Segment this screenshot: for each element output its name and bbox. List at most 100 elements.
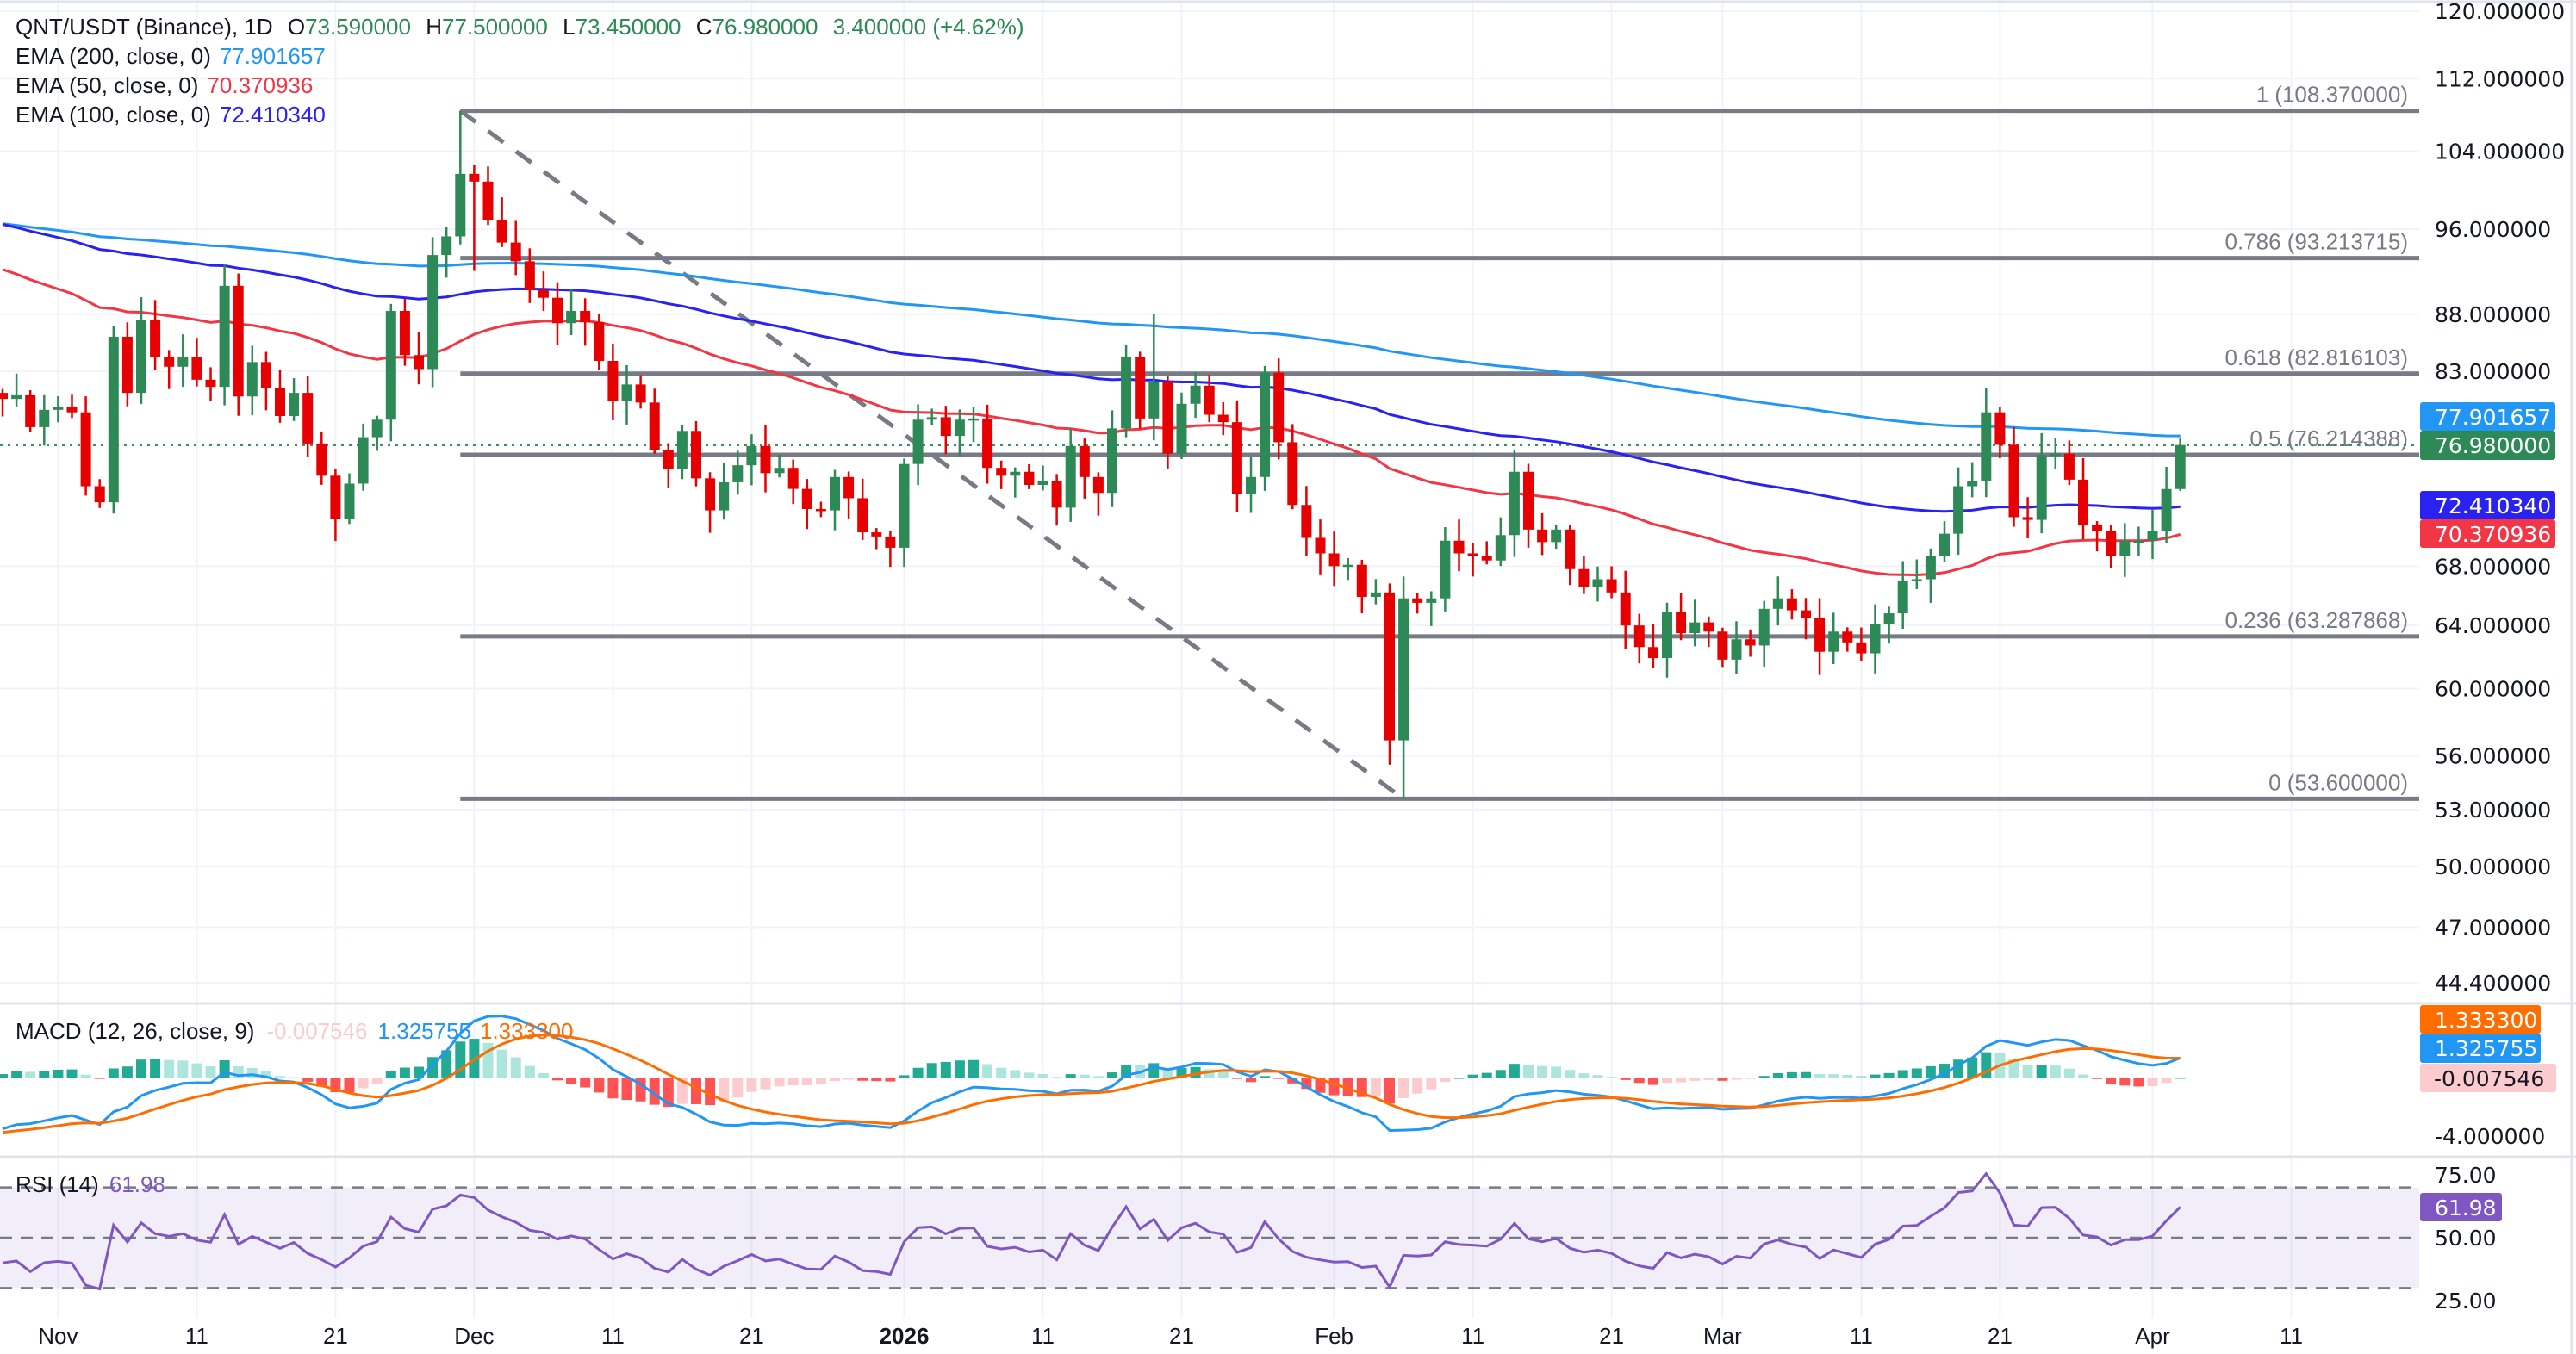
candle-body bbox=[1578, 568, 1590, 587]
macd-histogram-bar bbox=[1065, 1074, 1076, 1078]
candle-body bbox=[2161, 488, 2172, 531]
price-axis[interactable]: 120.000000 112.000000 104.000000 96.000000 8… bbox=[2435, 0, 2565, 996]
macd-histogram-bar bbox=[1260, 1076, 1271, 1078]
candle-body bbox=[53, 407, 64, 410]
macd-histogram-bar bbox=[1440, 1078, 1451, 1083]
macd-histogram-bar bbox=[25, 1071, 36, 1078]
date-axis-label: 11 bbox=[1461, 1323, 1484, 1349]
macd-line-text: 1.325755 bbox=[2435, 1036, 2537, 1061]
candle-body bbox=[1190, 385, 1201, 404]
fibonacci-retracement[interactable]: 1 (108.370000) 0.786 (93.213715) 0.618 (82… bbox=[458, 82, 2419, 801]
candle-body bbox=[80, 412, 91, 487]
candle-body bbox=[121, 336, 133, 394]
change-value: 3.400000 (+4.62%) bbox=[832, 14, 1024, 40]
macd-histogram-bar bbox=[136, 1059, 146, 1078]
macd-histogram-bar bbox=[1633, 1078, 1645, 1084]
signal-line bbox=[2, 1034, 2181, 1134]
candle-body bbox=[441, 236, 452, 256]
macd-histogram-bar bbox=[358, 1078, 369, 1089]
macd-histogram-bar bbox=[2175, 1077, 2186, 1079]
macd-histogram-bar bbox=[53, 1069, 64, 1078]
macd-histogram-bar bbox=[164, 1059, 175, 1078]
date-axis-label: 2026 bbox=[880, 1323, 930, 1349]
candle-body bbox=[1107, 428, 1117, 494]
time-axis[interactable]: Nov 11 21 Dec 11 21 2026 11 21 Feb 11 21 Mar 11 21 Apr 1… bbox=[38, 1323, 2303, 1349]
macd-histogram-bar bbox=[1578, 1073, 1590, 1078]
candle-body bbox=[552, 297, 563, 324]
candle-body bbox=[1509, 471, 1520, 536]
ema50-legend[interactable]: EMA (50, close, 0) 70.370936 bbox=[16, 71, 1024, 100]
macd-histogram-bar bbox=[1842, 1074, 1853, 1078]
candle-body bbox=[746, 445, 757, 466]
ema50-legend-value: 70.370936 bbox=[207, 72, 314, 98]
candle-body bbox=[1231, 422, 1242, 494]
candle-body bbox=[385, 311, 396, 420]
candlesticks bbox=[0, 110, 2186, 799]
rsi-band bbox=[0, 1186, 2419, 1289]
candle-body bbox=[830, 476, 840, 511]
macd-histogram-bar bbox=[2063, 1068, 2075, 1078]
candle-body bbox=[968, 418, 979, 421]
macd-histogram-bar bbox=[705, 1078, 716, 1105]
macd-histogram-bar bbox=[1786, 1071, 1797, 1078]
symbol-ohlc-row[interactable]: QNT/USDT (Binance), 1D O73.590000 H77.50… bbox=[16, 12, 1024, 41]
candle-body bbox=[1370, 592, 1381, 597]
date-axis-label: Mar bbox=[1703, 1323, 1742, 1349]
macd-histogram-bar bbox=[1606, 1077, 1617, 1078]
macd-histogram-bar bbox=[1662, 1078, 1672, 1084]
ema100-label-text: 72.410340 bbox=[2435, 494, 2551, 519]
macd-histogram-bar bbox=[1246, 1078, 1256, 1083]
macd-histogram-bar bbox=[2147, 1078, 2158, 1087]
candle-body bbox=[996, 468, 1007, 476]
macd-histogram-bar bbox=[414, 1066, 424, 1078]
ema100-line bbox=[2, 223, 2181, 513]
candle-body bbox=[1051, 481, 1062, 508]
macd-legend[interactable]: MACD (12, 26, close, 9) -0.007546 1.325755… bbox=[16, 1018, 573, 1045]
ema100-legend[interactable]: EMA (100, close, 0) 72.410340 bbox=[16, 100, 1024, 129]
candle-body bbox=[774, 468, 785, 474]
macd-histogram-bar bbox=[1551, 1066, 1562, 1078]
macd-histogram-bar bbox=[275, 1076, 285, 1078]
candle-body bbox=[1620, 592, 1631, 626]
candle-body bbox=[1328, 553, 1340, 567]
rsi-legend[interactable]: RSI (14) 61.98 bbox=[16, 1171, 165, 1198]
macd-histogram-bar bbox=[1620, 1078, 1631, 1080]
candle-body bbox=[219, 285, 230, 388]
open-key: O bbox=[287, 14, 306, 40]
macd-histogram-bar bbox=[1925, 1065, 1936, 1078]
ema100-price-label: 72.410340 bbox=[2420, 491, 2555, 519]
fib-level-label: 1 (108.370000) bbox=[2256, 82, 2408, 108]
macd-histogram-bar bbox=[1758, 1076, 1770, 1078]
candle-body bbox=[1662, 612, 1672, 659]
macd-histogram-bar bbox=[441, 1050, 452, 1078]
candle-body bbox=[1911, 579, 1922, 582]
macd-histogram-bar bbox=[1592, 1075, 1603, 1078]
macd-histogram-bar bbox=[469, 1039, 480, 1078]
macd-histogram-bar bbox=[1176, 1067, 1187, 1078]
candle-body bbox=[2133, 540, 2144, 543]
symbol-title[interactable]: QNT/USDT (Binance), 1D bbox=[16, 14, 273, 40]
candle-body bbox=[482, 181, 494, 220]
macd-legend-hist: -0.007546 bbox=[266, 1018, 368, 1044]
macd-histogram-bar bbox=[552, 1078, 563, 1081]
date-axis-label: 21 bbox=[739, 1323, 764, 1349]
candle-body bbox=[108, 336, 119, 503]
price-axis-tick: 64.000000 bbox=[2435, 613, 2551, 638]
macd-histogram-bar bbox=[302, 1078, 314, 1082]
candle-body bbox=[1647, 647, 1658, 659]
macd-histogram-bar bbox=[1328, 1078, 1340, 1096]
ema200-legend-label: EMA (200, close, 0) bbox=[16, 43, 211, 69]
candle-body bbox=[1481, 556, 1492, 561]
price-axis-tick: 112.000000 bbox=[2435, 66, 2565, 91]
macd-histogram-bar bbox=[940, 1061, 951, 1078]
candle-body bbox=[857, 498, 868, 533]
ema200-legend[interactable]: EMA (200, close, 0) 77.901657 bbox=[16, 41, 1024, 71]
macd-histogram-bar bbox=[344, 1078, 355, 1093]
rsi-axis-tick: 25.00 bbox=[2435, 1289, 2497, 1314]
macd-histogram-bar bbox=[663, 1078, 674, 1108]
candle-body bbox=[25, 394, 36, 427]
candle-body bbox=[1342, 564, 1353, 568]
macd-histogram-bar bbox=[524, 1065, 535, 1078]
candle-body bbox=[1273, 372, 1285, 443]
